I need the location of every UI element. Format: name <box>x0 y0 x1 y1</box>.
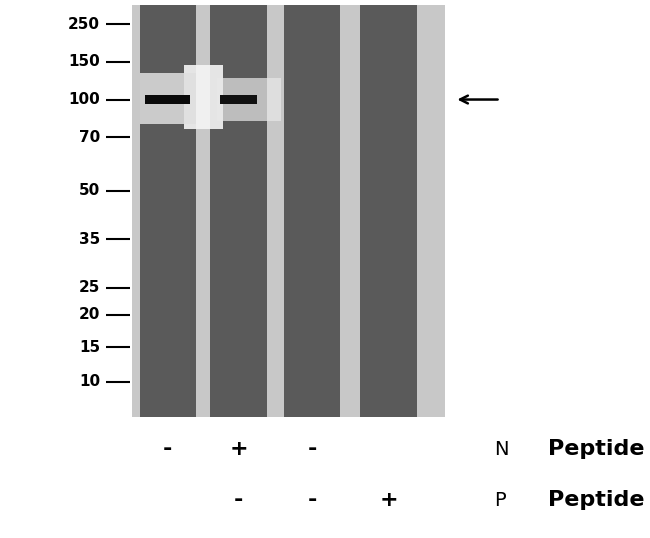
Bar <box>133 5 445 417</box>
Bar <box>360 5 417 417</box>
Text: +: + <box>379 490 398 511</box>
Bar <box>140 5 196 417</box>
Text: 35: 35 <box>79 232 100 247</box>
Text: 25: 25 <box>79 280 100 295</box>
Text: P: P <box>495 491 506 510</box>
Text: -: - <box>163 439 172 459</box>
Text: N: N <box>495 440 509 459</box>
Bar <box>284 5 341 417</box>
Text: +: + <box>229 439 248 459</box>
Text: 150: 150 <box>68 54 100 69</box>
Text: -: - <box>234 490 243 511</box>
Text: -: - <box>307 490 317 511</box>
Text: 70: 70 <box>79 130 100 145</box>
Bar <box>216 78 281 121</box>
Text: 20: 20 <box>79 307 100 322</box>
Bar <box>146 95 190 104</box>
Text: 250: 250 <box>68 17 100 32</box>
Bar <box>140 73 196 124</box>
Text: Peptide: Peptide <box>547 490 644 511</box>
Text: -: - <box>307 439 317 459</box>
Bar <box>185 65 222 129</box>
Bar <box>220 95 257 104</box>
Text: 15: 15 <box>79 339 100 355</box>
Text: Peptide: Peptide <box>547 439 644 459</box>
Text: 100: 100 <box>68 92 100 107</box>
Text: 50: 50 <box>79 183 100 199</box>
Bar <box>210 5 266 417</box>
Text: 10: 10 <box>79 374 100 390</box>
